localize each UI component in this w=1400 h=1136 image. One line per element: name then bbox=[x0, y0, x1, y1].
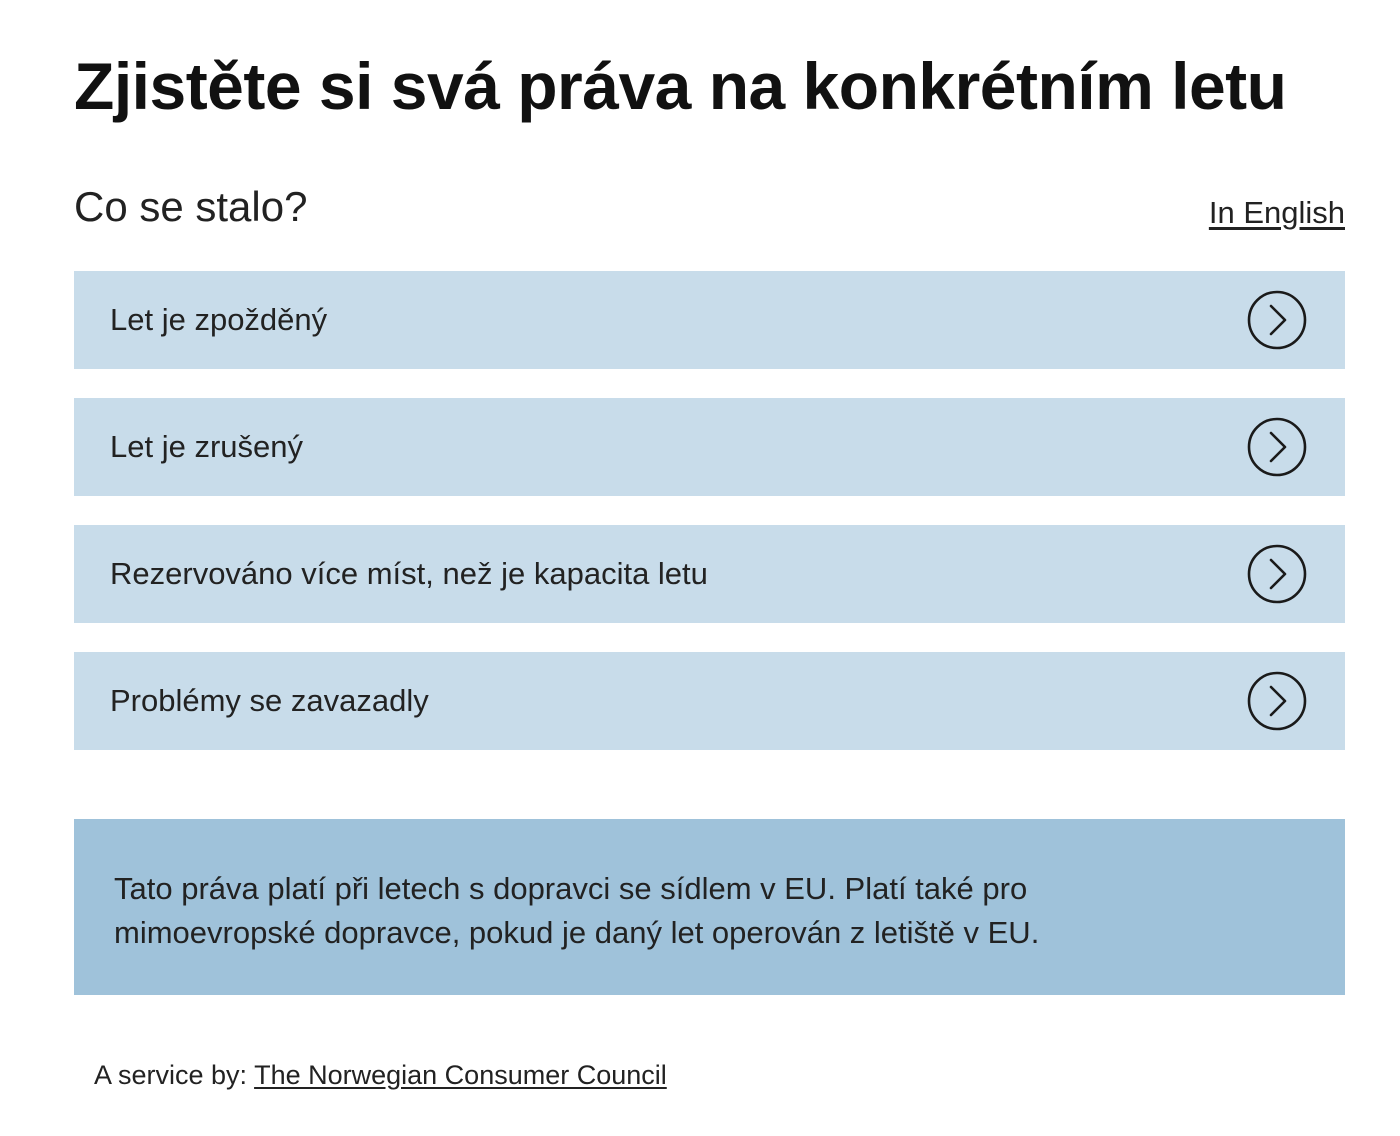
option-label: Let je zpožděný bbox=[110, 302, 328, 337]
chevron-right-circle-icon bbox=[1247, 417, 1307, 477]
chevron-right-circle-icon bbox=[1247, 290, 1307, 350]
chevron-right-circle-icon bbox=[1247, 544, 1307, 604]
options-list: Let je zpožděný Let je zrušený Rezervová… bbox=[74, 271, 1345, 779]
option-flight-delayed[interactable]: Let je zpožděný bbox=[74, 271, 1345, 369]
page-title: Zjistěte si svá práva na konkrétním letu bbox=[74, 49, 1287, 123]
option-overbooked[interactable]: Rezervováno více míst, než je kapacita l… bbox=[74, 525, 1345, 623]
option-label: Rezervováno více míst, než je kapacita l… bbox=[110, 556, 708, 591]
footer-prefix: A service by: bbox=[94, 1060, 255, 1090]
option-flight-cancelled[interactable]: Let je zrušený bbox=[74, 398, 1345, 496]
option-label: Problémy se zavazadly bbox=[110, 683, 429, 718]
option-label: Let je zrušený bbox=[110, 429, 303, 464]
footer: A service by: The Norwegian Consumer Cou… bbox=[94, 1060, 667, 1091]
subheader: Co se stalo? In English bbox=[74, 183, 1345, 243]
question-heading: Co se stalo? bbox=[74, 183, 308, 230]
option-baggage-problems[interactable]: Problémy se zavazadly bbox=[74, 652, 1345, 750]
in-english-link[interactable]: In English bbox=[1208, 195, 1345, 230]
chevron-right-circle-icon bbox=[1247, 671, 1307, 731]
info-text: Tato práva platí při letech s dopravci s… bbox=[114, 871, 1040, 950]
consumer-council-link[interactable]: The Norwegian Consumer Council bbox=[254, 1060, 667, 1090]
info-box: Tato práva platí při letech s dopravci s… bbox=[74, 819, 1345, 995]
